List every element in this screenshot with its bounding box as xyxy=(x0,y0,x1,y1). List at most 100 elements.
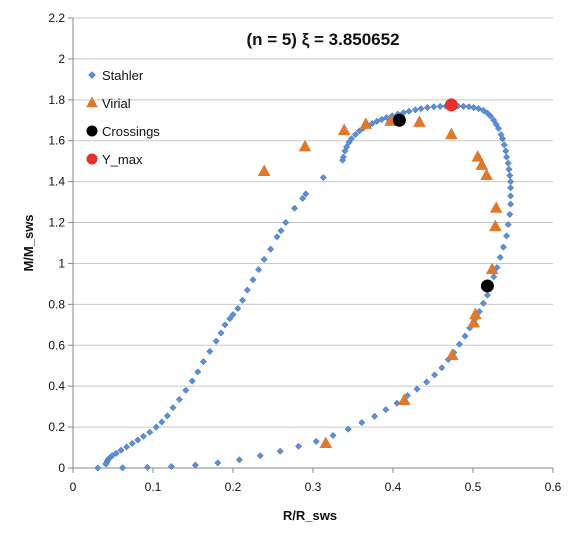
stahler-point xyxy=(212,337,220,345)
y-tick-label: 1 xyxy=(58,256,65,270)
stahler-point xyxy=(235,456,243,464)
stahler-point xyxy=(206,347,214,355)
legend-marker-crossings xyxy=(86,125,98,137)
stahler-point xyxy=(267,245,275,253)
stahler-point xyxy=(143,463,151,471)
stahler-point xyxy=(117,446,125,454)
stahler-point xyxy=(256,452,264,460)
stahler-point xyxy=(497,131,505,139)
stahler-point xyxy=(255,266,263,274)
stahler-point xyxy=(423,378,431,386)
stahler-point xyxy=(319,173,327,182)
stahler-point xyxy=(123,443,131,451)
virial-point xyxy=(471,150,485,162)
stahler-point xyxy=(345,138,353,146)
legend: Stahler Virial Crossings Y_max xyxy=(86,68,160,167)
stahler-point xyxy=(302,190,310,198)
virial-point xyxy=(485,262,499,275)
stahler-point xyxy=(239,296,247,304)
stahler-point xyxy=(188,377,196,385)
stahler-point xyxy=(260,255,268,263)
virial-point xyxy=(469,307,482,320)
y-tick-labels: 0 0.2 0.4 0.6 0.8 1 1.2 1.4 1.6 1.8 2 2.2 xyxy=(48,11,65,475)
stahler-point xyxy=(483,291,491,299)
legend-label: Y_max xyxy=(102,152,143,167)
legend-item-virial: Virial xyxy=(86,96,131,111)
crossings-point xyxy=(480,279,494,293)
axes xyxy=(68,17,554,473)
stahler-point xyxy=(490,273,498,281)
stahler-point xyxy=(405,107,413,115)
stahler-point xyxy=(465,103,473,111)
stahler-point xyxy=(436,102,444,110)
stahler-point xyxy=(504,221,512,229)
stahler-point xyxy=(417,105,425,113)
stahler-point xyxy=(459,102,467,110)
stahler-point xyxy=(134,436,142,444)
legend-label: Virial xyxy=(102,96,131,111)
virial-point xyxy=(319,436,333,449)
stahler-point xyxy=(503,232,511,240)
virial-point xyxy=(359,117,373,129)
stahler-point xyxy=(229,311,237,319)
y-tick-label: 1.6 xyxy=(48,134,65,148)
stahler-point xyxy=(249,276,257,284)
legend-item-y-max: Y_max xyxy=(86,152,143,167)
stahler-point xyxy=(351,131,359,139)
stahler-point xyxy=(226,315,234,323)
chart-title: (n = 5) ξ = 3.850652 xyxy=(246,30,399,49)
stahler-point xyxy=(503,153,511,161)
legend-label: Crossings xyxy=(102,124,160,139)
stahler-point xyxy=(507,178,515,186)
stahler-point xyxy=(273,233,281,241)
virial-point xyxy=(467,315,481,328)
stahler-point xyxy=(496,253,504,261)
virial-point xyxy=(445,348,459,361)
legend-marker-virial xyxy=(86,96,98,108)
stahler-point xyxy=(139,432,147,440)
stahler-point xyxy=(506,210,514,218)
stahler-point xyxy=(277,227,285,235)
stahler-point xyxy=(506,171,514,180)
stahler-point xyxy=(128,439,136,448)
crossings-series xyxy=(392,113,494,293)
legend-item-crossings: Crossings xyxy=(86,124,160,139)
stahler-point xyxy=(163,412,171,420)
stahler-point xyxy=(94,464,102,472)
y-tick-label: 0 xyxy=(58,461,65,475)
virial-point xyxy=(489,201,503,213)
stahler-point xyxy=(167,463,175,471)
stahler-point xyxy=(455,340,463,348)
stahler-point xyxy=(411,106,419,114)
y-max-series xyxy=(444,98,458,112)
stahler-point xyxy=(295,442,303,450)
x-tick-labels: 0 0.1 0.2 0.3 0.4 0.5 0.6 xyxy=(70,480,562,494)
stahler-point xyxy=(152,423,160,431)
stahler-point xyxy=(282,218,290,227)
virial-point xyxy=(480,168,493,181)
y-tick-label: 1.8 xyxy=(48,93,65,107)
stahler-point xyxy=(339,156,347,164)
stahler-point xyxy=(169,404,177,412)
y-tick-label: 1.4 xyxy=(48,175,65,189)
x-tick-label: 0.3 xyxy=(305,480,322,494)
y-tick-label: 0.2 xyxy=(48,420,65,434)
x-tick-label: 0 xyxy=(70,480,77,494)
virial-series xyxy=(257,114,503,449)
virial-point xyxy=(337,123,351,136)
x-tick-label: 0.1 xyxy=(145,480,162,494)
stahler-point xyxy=(382,406,390,414)
stahler-series xyxy=(94,102,515,472)
stahler-point xyxy=(505,165,513,173)
stahler-point xyxy=(413,385,421,393)
stahler-point xyxy=(430,103,438,111)
stahler-point xyxy=(504,159,512,167)
stahler-point xyxy=(175,395,183,404)
stahler-point xyxy=(373,117,381,125)
legend-marker-y-max xyxy=(86,153,98,165)
stahler-point xyxy=(358,419,366,427)
stahler-point xyxy=(291,204,299,212)
virial-point xyxy=(475,158,489,170)
stahler-point xyxy=(182,386,190,394)
virial-point xyxy=(413,115,426,127)
